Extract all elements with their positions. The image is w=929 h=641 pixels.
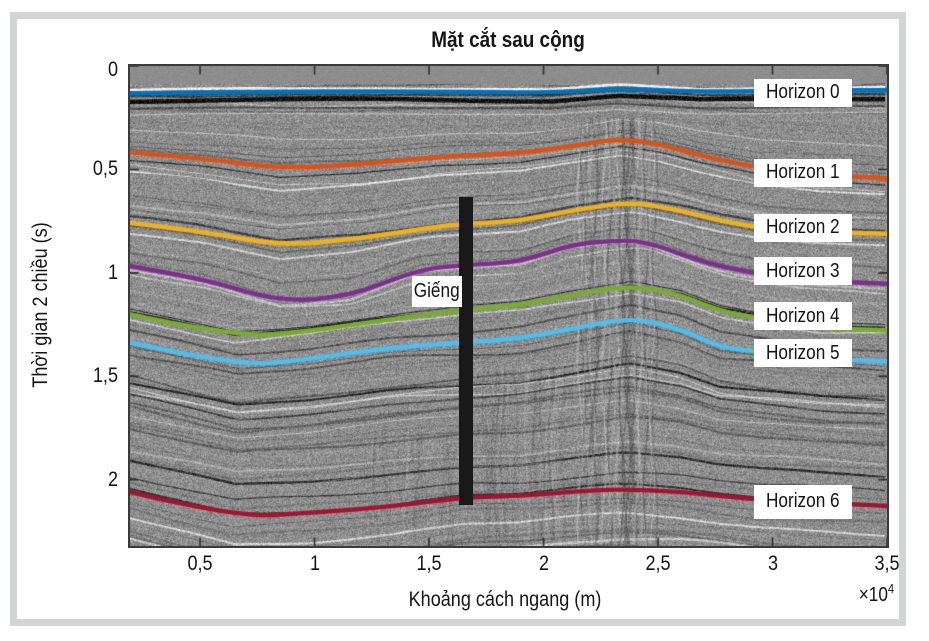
y-tick-label-text: 0,5	[92, 157, 118, 181]
well-label: Giếng	[412, 276, 463, 308]
x-tick-label: 1,5	[414, 552, 443, 576]
x-tick-label: 0,5	[185, 552, 214, 576]
x-tick-label: 2	[538, 552, 550, 576]
horizon-label-text: Horizon 5	[766, 341, 840, 364]
x-tick-label-text: 0,5	[187, 552, 213, 575]
horizon-label: Horizon 4	[754, 302, 853, 331]
x-tick-label-text: 1	[309, 552, 320, 575]
x-axis-exponent-multiplier: ×104	[856, 581, 897, 607]
horizon-label: Horizon 3	[754, 257, 853, 286]
horizon-label-text: Horizon 0	[766, 81, 840, 104]
x-axis-label: Khoảng cách ngang (m)	[393, 588, 617, 612]
seismic-section: Giếng Horizon 0 Horizon 1 Horizon 2 Horizon…	[128, 64, 889, 548]
x-axis-label-text: Khoảng cách ngang (m)	[408, 588, 602, 611]
horizon-label: Horizon 2	[754, 213, 853, 242]
horizon-label-text: Horizon 2	[766, 216, 840, 239]
chart-title-text: Mặt cắt sau cộng	[431, 27, 585, 52]
horizon-label-text: Horizon 6	[766, 490, 840, 513]
y-axis-label-text: Thời gian 2 chiều (s)	[29, 222, 52, 388]
y-tick-label: 1	[106, 261, 118, 285]
y-tick-label: 0	[106, 58, 118, 82]
x-tick-label-text: 1,5	[416, 552, 442, 575]
horizon-label: Horizon 5	[754, 339, 853, 368]
x-tick-label-text: 2	[538, 552, 549, 575]
horizon-label-text: Horizon 4	[766, 304, 840, 327]
x-tick-label: 2,5	[643, 552, 672, 576]
annotation-overlay: Giếng Horizon 0 Horizon 1 Horizon 2 Horizon…	[130, 66, 887, 546]
y-tick-label-text: 0	[107, 58, 118, 81]
chart-title: Mặt cắt sau cộng	[419, 27, 597, 53]
x-tick-label-text: 2,5	[645, 552, 671, 575]
y-tick-label-text: 2	[107, 467, 118, 491]
x-tick-label-text: 3,5	[874, 552, 900, 575]
x-multiplier-exp: 4	[887, 581, 895, 597]
horizon-label: Horizon 6	[754, 484, 853, 519]
x-tick-label: 3,5	[872, 552, 901, 576]
figure-border-frame	[10, 12, 906, 626]
horizon-label-text: Horizon 1	[766, 161, 840, 184]
y-tick-label: 0,5	[89, 157, 118, 181]
horizon-label: Horizon 1	[754, 158, 853, 187]
y-axis-label: Thời gian 2 chiều (s)	[29, 209, 53, 401]
well-marker	[458, 196, 473, 505]
well-label-text: Giếng	[414, 280, 460, 303]
horizon-label: Horizon 0	[754, 78, 853, 107]
y-tick-label: 2	[106, 468, 118, 492]
x-tick-label: 3	[767, 552, 779, 576]
horizon-label-text: Horizon 3	[766, 259, 840, 282]
y-tick-label-text: 1	[107, 260, 118, 284]
x-multiplier-base: ×10	[858, 583, 888, 606]
y-tick-label: 1,5	[89, 364, 118, 388]
y-tick-label-text: 1,5	[92, 364, 118, 388]
x-tick-label: 1	[309, 552, 321, 576]
x-tick-label-text: 3	[767, 552, 778, 575]
